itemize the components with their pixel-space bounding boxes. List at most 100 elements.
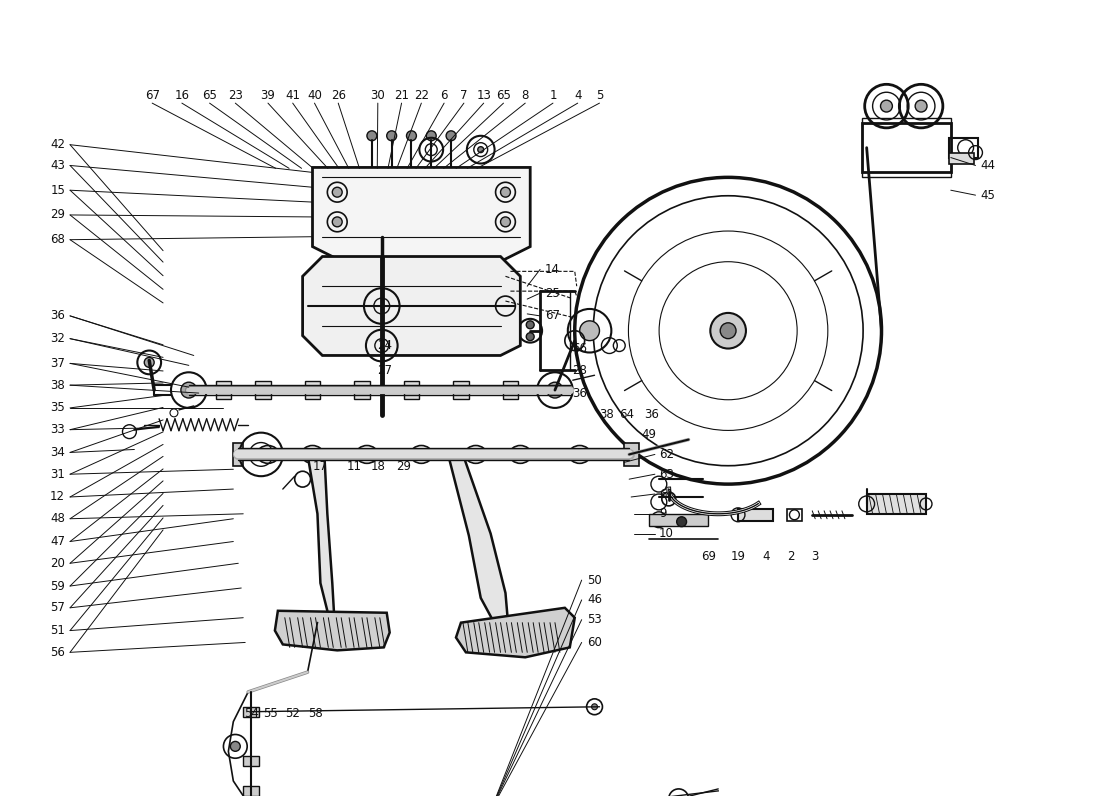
Bar	[255, 381, 271, 399]
Polygon shape	[456, 608, 574, 658]
Circle shape	[526, 321, 535, 329]
Text: 44: 44	[980, 159, 996, 172]
Circle shape	[720, 323, 736, 338]
Text: 1: 1	[549, 89, 557, 102]
Bar	[503, 381, 518, 399]
Text: 4: 4	[574, 89, 582, 102]
Text: 23: 23	[228, 89, 243, 102]
Text: 67: 67	[145, 89, 160, 102]
Bar	[788, 509, 802, 521]
Text: 69: 69	[701, 550, 716, 563]
Text: 68: 68	[51, 233, 65, 246]
Text: 4: 4	[762, 550, 770, 563]
Text: 41: 41	[285, 89, 300, 102]
Bar	[305, 381, 320, 399]
Bar	[243, 786, 260, 796]
Text: 55: 55	[264, 707, 278, 720]
Circle shape	[332, 187, 342, 197]
Circle shape	[427, 131, 437, 141]
Bar	[243, 756, 260, 766]
Text: 47: 47	[51, 535, 65, 548]
Text: 12: 12	[51, 490, 65, 503]
Text: 27: 27	[377, 364, 392, 377]
Text: 46: 46	[587, 594, 603, 606]
Text: 34: 34	[51, 446, 65, 459]
Text: 39: 39	[261, 89, 275, 102]
Text: 30: 30	[371, 89, 385, 102]
Bar	[861, 123, 950, 172]
Circle shape	[500, 217, 510, 227]
Text: 36: 36	[51, 310, 65, 322]
Text: 2: 2	[786, 550, 794, 563]
Text: 21: 21	[394, 89, 409, 102]
Text: 62: 62	[659, 448, 674, 461]
Bar	[233, 442, 243, 466]
Text: 53: 53	[587, 613, 603, 626]
Circle shape	[144, 358, 154, 367]
Text: 15: 15	[51, 184, 65, 197]
Text: 36: 36	[572, 386, 586, 399]
Text: 29: 29	[396, 460, 411, 473]
Text: 7: 7	[460, 89, 467, 102]
Bar	[404, 381, 419, 399]
Text: 11: 11	[346, 460, 362, 473]
Bar	[861, 118, 950, 178]
Bar	[738, 509, 772, 521]
Text: 48: 48	[51, 512, 65, 526]
Text: 26: 26	[331, 89, 345, 102]
Text: 58: 58	[308, 707, 322, 720]
Text: 22: 22	[414, 89, 429, 102]
Text: 38: 38	[51, 378, 65, 392]
Circle shape	[477, 146, 484, 153]
Circle shape	[180, 382, 197, 398]
Text: 66: 66	[572, 342, 586, 355]
Text: 59: 59	[51, 579, 65, 593]
Text: 8: 8	[521, 89, 529, 102]
Polygon shape	[275, 610, 389, 650]
Circle shape	[230, 742, 240, 751]
Text: 3: 3	[812, 550, 818, 563]
Text: 57: 57	[51, 602, 65, 614]
Polygon shape	[300, 454, 334, 622]
Text: 56: 56	[51, 646, 65, 659]
Text: 65: 65	[496, 89, 510, 102]
Polygon shape	[439, 454, 508, 634]
Circle shape	[447, 131, 456, 141]
Circle shape	[387, 131, 397, 141]
Text: 33: 33	[51, 423, 65, 436]
Text: 25: 25	[546, 286, 560, 300]
Text: 5: 5	[596, 89, 603, 102]
Polygon shape	[312, 167, 530, 262]
Text: 36: 36	[644, 408, 659, 422]
Text: 31: 31	[51, 468, 65, 481]
Text: 9: 9	[659, 507, 667, 520]
Text: 60: 60	[587, 636, 603, 649]
Circle shape	[407, 131, 417, 141]
Text: 18: 18	[371, 460, 385, 473]
Text: 17: 17	[312, 460, 328, 473]
Circle shape	[676, 517, 686, 526]
Bar	[216, 381, 231, 399]
Text: 45: 45	[980, 189, 996, 202]
Circle shape	[367, 131, 377, 141]
Text: 64: 64	[619, 408, 635, 422]
Text: 67: 67	[546, 310, 560, 322]
Circle shape	[526, 333, 535, 341]
Text: 63: 63	[659, 468, 673, 481]
Text: 35: 35	[51, 402, 65, 414]
Text: 51: 51	[51, 624, 65, 637]
Text: 24: 24	[377, 339, 392, 352]
Text: 20: 20	[51, 557, 65, 570]
Text: 28: 28	[572, 364, 586, 377]
Text: 19: 19	[730, 550, 746, 563]
Circle shape	[592, 704, 597, 710]
Text: 40: 40	[307, 89, 322, 102]
Bar	[453, 381, 469, 399]
Circle shape	[256, 450, 266, 459]
Bar	[243, 706, 260, 717]
Circle shape	[547, 382, 563, 398]
Text: 13: 13	[476, 89, 491, 102]
Polygon shape	[302, 257, 520, 355]
Bar	[649, 514, 708, 526]
Text: 54: 54	[244, 707, 258, 720]
